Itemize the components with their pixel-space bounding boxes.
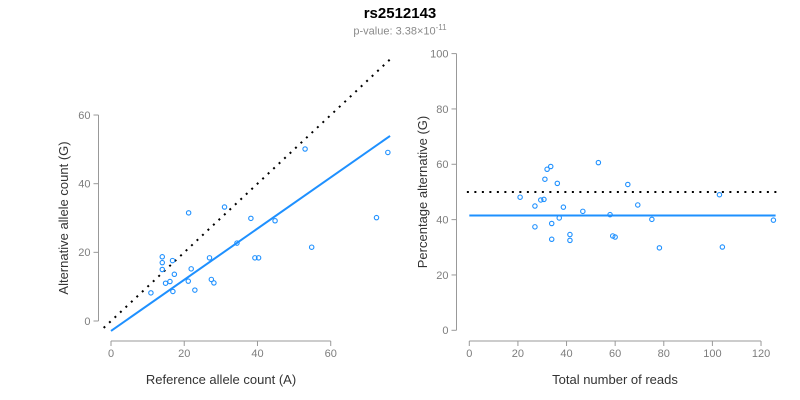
data-point <box>171 271 178 278</box>
y-tick-label: 20 <box>78 247 90 259</box>
y-tick-label: 80 <box>436 104 448 116</box>
data-point <box>532 224 538 230</box>
data-point <box>255 255 262 261</box>
data-point <box>211 280 217 286</box>
x-axis-title: Total number of reads <box>552 372 678 387</box>
y-tick-label: 40 <box>436 214 448 226</box>
data-point <box>169 257 176 264</box>
data-point <box>656 245 663 251</box>
data-point <box>635 202 641 208</box>
y-tick-label: 100 <box>430 48 448 60</box>
allele-counts-panel: 0 20 40 60 0 20 40 60 Reference allele count (A)… <box>56 56 392 387</box>
data-point <box>544 166 550 173</box>
data-point <box>649 216 655 223</box>
y-tick-label: 40 <box>78 179 90 191</box>
data-point <box>532 203 538 209</box>
data-point <box>170 288 176 295</box>
data-point <box>542 176 548 182</box>
y-axis-title: Alternative allele count (G) <box>56 141 71 294</box>
data-point <box>234 240 240 246</box>
data-point <box>302 146 308 152</box>
data-point <box>148 290 154 296</box>
fit-line <box>110 135 391 332</box>
data-point <box>625 181 631 188</box>
data-point <box>719 244 726 250</box>
y-tick-label: 60 <box>436 159 448 171</box>
y-tick-label: 0 <box>442 325 448 337</box>
data-point <box>548 236 555 243</box>
x-tick-label: 20 <box>178 348 190 360</box>
x-tick-label: 80 <box>658 348 670 360</box>
data-point <box>159 266 166 273</box>
plot-data-layer <box>102 56 392 332</box>
data-point <box>188 266 194 272</box>
data-point <box>162 280 169 286</box>
data-point <box>208 276 215 283</box>
pvalue-exponent: -11 <box>435 23 447 32</box>
data-point <box>567 231 573 238</box>
x-tick-label: 120 <box>752 348 770 360</box>
x-tick-label: 60 <box>609 348 621 360</box>
y-tick-label: 60 <box>78 110 90 122</box>
data-point <box>716 191 723 198</box>
x-tick-label: 0 <box>466 348 472 360</box>
data-point <box>167 278 173 285</box>
y-tick-label: 0 <box>84 316 90 328</box>
data-point <box>517 194 523 200</box>
x-tick-label: 0 <box>108 348 114 360</box>
figure-subtitle: p-value: 3.38×10-11 <box>0 23 800 38</box>
data-point <box>248 215 254 222</box>
data-point <box>385 149 391 156</box>
data-point <box>612 234 618 240</box>
data-point <box>185 210 192 216</box>
x-tick-label: 20 <box>512 348 524 360</box>
data-point <box>185 278 192 284</box>
data-point <box>560 204 567 210</box>
data-point <box>272 218 278 224</box>
data-point <box>556 215 562 221</box>
plot-data-layer <box>466 159 777 251</box>
data-point <box>252 255 258 261</box>
data-point <box>373 214 380 221</box>
data-point <box>541 196 547 203</box>
data-point <box>538 197 544 203</box>
data-point <box>159 254 166 260</box>
x-tick-label: 40 <box>560 348 572 360</box>
data-point <box>567 237 573 244</box>
data-point <box>607 211 613 218</box>
x-tick-label: 60 <box>325 348 337 360</box>
x-axis-title: Reference allele count (A) <box>146 372 296 387</box>
data-point <box>192 287 198 293</box>
data-point <box>595 159 602 166</box>
data-point <box>547 163 554 170</box>
data-point <box>580 208 586 215</box>
data-point <box>221 204 228 210</box>
data-point <box>308 244 315 250</box>
data-point <box>770 217 777 223</box>
identity-line <box>102 56 392 329</box>
y-tick-label: 20 <box>436 270 448 282</box>
data-point <box>206 255 213 261</box>
data-point <box>548 220 555 227</box>
figure-title: rs2512143 <box>363 5 437 22</box>
data-point <box>554 180 561 187</box>
y-axis-title: Percentage alternative (G) <box>415 116 430 268</box>
x-tick-label: 40 <box>251 348 263 360</box>
pvalue-text: p-value: 3.38×10 <box>353 25 436 38</box>
percentage-alternative-panel: 0 20 40 60 80 100 0 20 40 60 80 100 120 Total number … <box>415 48 777 387</box>
data-point <box>159 259 166 266</box>
x-tick-label: 100 <box>703 348 721 360</box>
